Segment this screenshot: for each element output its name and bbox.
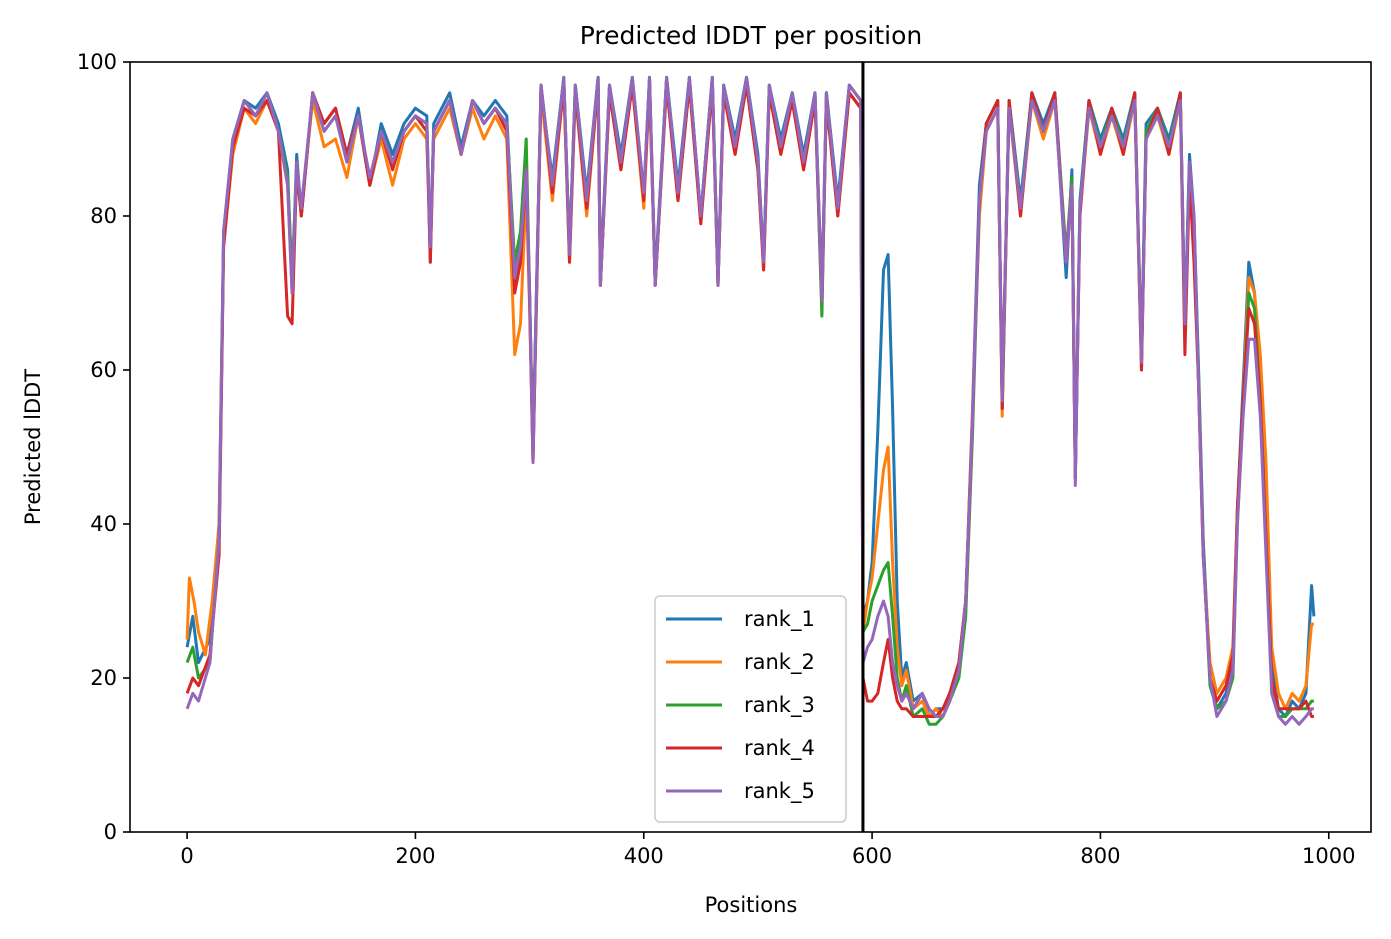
legend-label: rank_3 [744, 693, 815, 718]
x-tick-label: 200 [395, 844, 435, 868]
y-tick-label: 80 [90, 204, 117, 228]
x-tick-label: 0 [180, 844, 193, 868]
y-tick-label: 60 [90, 358, 117, 382]
legend-entry-rank-4: rank_4 [666, 736, 815, 761]
x-axis-ticks: 0 200 400 600 800 1000 [180, 832, 1355, 868]
legend-entry-rank-3: rank_3 [666, 693, 815, 718]
legend-entry-rank-5: rank_5 [666, 779, 815, 804]
y-tick-label: 20 [90, 666, 117, 690]
plot-frame [129, 61, 1372, 833]
legend-label: rank_2 [744, 650, 815, 675]
series-layer [185, 75, 1316, 726]
series-line-rank-5 [185, 75, 1314, 726]
y-tick-label: 100 [77, 50, 117, 74]
x-tick-label: 1000 [1302, 844, 1355, 868]
y-tick-label: 40 [90, 512, 117, 536]
legend-label: rank_1 [744, 607, 815, 632]
x-tick-label: 400 [624, 844, 664, 868]
legend-box [654, 595, 847, 823]
x-axis-label: Positions [705, 893, 798, 917]
legend: rank_1 rank_2 rank_3 rank_4 rank_5 [654, 595, 847, 823]
x-tick-label: 800 [1080, 844, 1120, 868]
y-axis-label: Predicted lDDT [21, 369, 45, 525]
legend-label: rank_4 [744, 736, 815, 761]
y-tick-label: 0 [104, 820, 117, 844]
y-axis-ticks: 0 20 40 60 80 100 [77, 50, 130, 844]
chart-title: Predicted lDDT per position [580, 21, 922, 50]
x-tick-label: 600 [852, 844, 892, 868]
legend-entry-rank-2: rank_2 [666, 650, 815, 675]
legend-label: rank_5 [744, 779, 815, 804]
legend-entry-rank-1: rank_1 [666, 607, 815, 632]
